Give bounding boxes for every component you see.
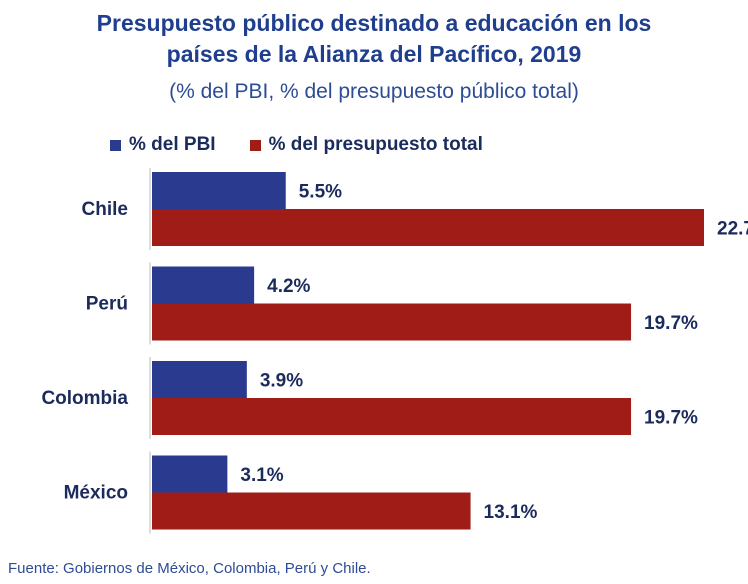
bar-total bbox=[152, 303, 632, 341]
value-label-pbi: 5.5% bbox=[299, 182, 342, 203]
value-label-pbi: 3.9% bbox=[260, 371, 303, 392]
value-label-pbi: 4.2% bbox=[267, 276, 310, 297]
value-label-pbi: 3.1% bbox=[240, 465, 283, 486]
chart-title: Presupuesto público destinado a educació… bbox=[0, 8, 748, 70]
legend-label-total: % del presupuesto total bbox=[268, 134, 483, 155]
category-label: Colombia bbox=[41, 388, 128, 409]
bar-total bbox=[152, 209, 704, 246]
legend-swatch-total bbox=[249, 139, 261, 151]
chart-title-line-1: Presupuesto público destinado a educació… bbox=[96, 10, 652, 36]
bar-pbi bbox=[152, 266, 255, 304]
legend-item-total: % del presupuesto total bbox=[249, 134, 483, 156]
value-label-total: 22.7% bbox=[717, 219, 748, 240]
legend: % del PBI % del presupuesto total bbox=[110, 133, 517, 157]
legend-swatch-pbi bbox=[110, 139, 121, 151]
chart-subtitle: (% del PBI, % del presupuesto público to… bbox=[169, 80, 579, 103]
bar-pbi bbox=[152, 361, 247, 398]
category-label: Chile bbox=[82, 199, 128, 220]
bar-pbi bbox=[152, 455, 228, 493]
value-label-total: 19.7% bbox=[644, 313, 698, 334]
bar-total bbox=[152, 398, 632, 435]
source-note: Fuente: Gobiernos de México, Colombia, P… bbox=[8, 560, 371, 577]
bar-chart: Chile 5.5% 22.7% Perú 4.2% 19.7% Colombia 3.9% 1… bbox=[41, 168, 748, 534]
bar-pbi bbox=[152, 172, 286, 209]
legend-item-pbi: % del PBI bbox=[110, 134, 216, 156]
bar-total bbox=[152, 492, 471, 530]
value-label-total: 19.7% bbox=[644, 408, 698, 429]
category-label: México bbox=[64, 483, 128, 504]
legend-label-pbi: % del PBI bbox=[129, 134, 216, 155]
value-label-total: 13.1% bbox=[484, 502, 538, 523]
chart-title-line-2: países de la Alianza del Pacífico, 2019 bbox=[166, 41, 582, 67]
category-label: Perú bbox=[86, 294, 128, 315]
